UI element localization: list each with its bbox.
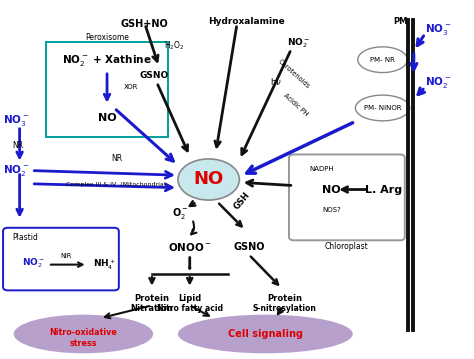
Text: Protein: Protein bbox=[135, 294, 169, 303]
Text: NIR: NIR bbox=[60, 253, 72, 259]
Text: h$\nu$: h$\nu$ bbox=[270, 76, 282, 87]
Text: L. Arg: L. Arg bbox=[365, 185, 402, 195]
Text: NADPH: NADPH bbox=[310, 166, 334, 172]
Text: NO: NO bbox=[193, 171, 224, 188]
Text: GSH+NO: GSH+NO bbox=[121, 19, 169, 29]
Text: Acidic PH: Acidic PH bbox=[282, 92, 309, 117]
Text: S-nitrosylation: S-nitrosylation bbox=[252, 304, 316, 313]
Text: Nitro fatty acid: Nitro fatty acid bbox=[157, 304, 223, 313]
Text: NO$_2^-$: NO$_2^-$ bbox=[287, 37, 310, 50]
Ellipse shape bbox=[178, 315, 353, 353]
Text: Plastid: Plastid bbox=[12, 233, 38, 242]
Text: PM: PM bbox=[393, 17, 407, 26]
Text: NO$_3^-$: NO$_3^-$ bbox=[3, 113, 29, 128]
Ellipse shape bbox=[178, 159, 239, 200]
Text: NO$_3^-$: NO$_3^-$ bbox=[425, 22, 451, 37]
Text: Nitration: Nitration bbox=[130, 304, 173, 313]
FancyBboxPatch shape bbox=[289, 154, 405, 240]
Text: NO$_2^-$: NO$_2^-$ bbox=[3, 163, 29, 178]
Text: ONOO$^-$: ONOO$^-$ bbox=[168, 242, 212, 253]
FancyBboxPatch shape bbox=[3, 228, 119, 290]
Text: XOR: XOR bbox=[124, 84, 138, 90]
Text: PM- NR: PM- NR bbox=[370, 57, 395, 63]
Text: GSH: GSH bbox=[232, 191, 252, 211]
Text: Carotenoids: Carotenoids bbox=[277, 58, 311, 89]
Text: GSNO: GSNO bbox=[233, 242, 264, 252]
Text: NO: NO bbox=[322, 185, 341, 195]
Text: NR: NR bbox=[111, 154, 122, 163]
Text: NO$_2^-$: NO$_2^-$ bbox=[22, 257, 45, 270]
FancyBboxPatch shape bbox=[46, 42, 168, 136]
Ellipse shape bbox=[14, 315, 153, 353]
Text: Complex III & IV  (Mitochondria): Complex III & IV (Mitochondria) bbox=[66, 182, 166, 187]
Text: GSNO: GSNO bbox=[140, 71, 169, 80]
Text: H$_2$O$_2$: H$_2$O$_2$ bbox=[164, 39, 184, 52]
Text: Peroxisome: Peroxisome bbox=[85, 33, 129, 42]
Text: O$_2^-$: O$_2^-$ bbox=[172, 206, 189, 221]
Ellipse shape bbox=[356, 95, 410, 121]
Text: Lipid: Lipid bbox=[178, 294, 201, 303]
Text: PM- NiNOR: PM- NiNOR bbox=[364, 105, 401, 111]
Text: NR: NR bbox=[12, 141, 24, 150]
Text: Chloroplast: Chloroplast bbox=[325, 242, 369, 251]
Text: Nitro-oxidative: Nitro-oxidative bbox=[49, 328, 118, 337]
Text: Cell signaling: Cell signaling bbox=[228, 329, 303, 339]
Text: NO$_2^-$ + Xathine: NO$_2^-$ + Xathine bbox=[62, 52, 152, 67]
Text: NH$_4^+$: NH$_4^+$ bbox=[93, 257, 116, 272]
Ellipse shape bbox=[358, 47, 407, 73]
Text: Protein: Protein bbox=[267, 294, 302, 303]
Text: stress: stress bbox=[70, 339, 97, 348]
Text: NOS?: NOS? bbox=[322, 207, 341, 213]
Text: NO: NO bbox=[98, 113, 116, 123]
Text: NO$_2^-$: NO$_2^-$ bbox=[425, 75, 451, 90]
Text: Hydroxalamine: Hydroxalamine bbox=[208, 17, 285, 26]
